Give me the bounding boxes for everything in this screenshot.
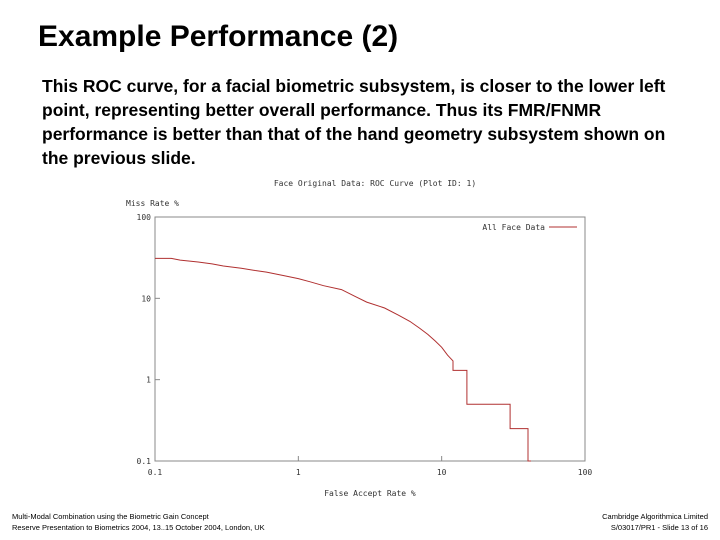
- y-tick-label: 100: [137, 213, 152, 222]
- x-tick-label: 100: [578, 468, 593, 477]
- y-tick-label: 0.1: [137, 457, 152, 466]
- footer-left-line2: Reserve Presentation to Biometrics 2004,…: [12, 523, 265, 532]
- x-tick-label: 10: [437, 468, 447, 477]
- y-tick-label: 10: [141, 294, 151, 303]
- footer-right-line1: Cambridge Algorithmica Limited: [602, 512, 708, 521]
- slide-title: Example Performance (2): [38, 20, 399, 53]
- axis-ticks: 0.1 1 10 100 0.1 1 10 100: [137, 213, 593, 477]
- footer-left: Multi-Modal Combination using the Biomet…: [12, 511, 265, 533]
- footer-right-line2: S/03017/PR1 - Slide 13 of 16: [610, 523, 708, 532]
- footer-left-line1: Multi-Modal Combination using the Biomet…: [12, 512, 209, 521]
- x-axis-label: False Accept Rate %: [324, 489, 416, 498]
- series-line-all-face-data: [155, 257, 531, 462]
- x-tick-label: 0.1: [148, 468, 163, 477]
- y-tick-label: 1: [146, 376, 151, 385]
- plot-frame: [154, 216, 586, 462]
- footer-right: Cambridge Algorithmica Limited S/03017/P…: [602, 511, 708, 533]
- legend-label: All Face Data: [482, 223, 545, 232]
- slide-body-text: This ROC curve, for a facial biometric s…: [42, 76, 666, 168]
- x-tick-label: 1: [296, 468, 301, 477]
- y-axis-label: Miss Rate %: [126, 199, 179, 208]
- chart-title: Face Original Data: ROC Curve (Plot ID: …: [274, 179, 476, 188]
